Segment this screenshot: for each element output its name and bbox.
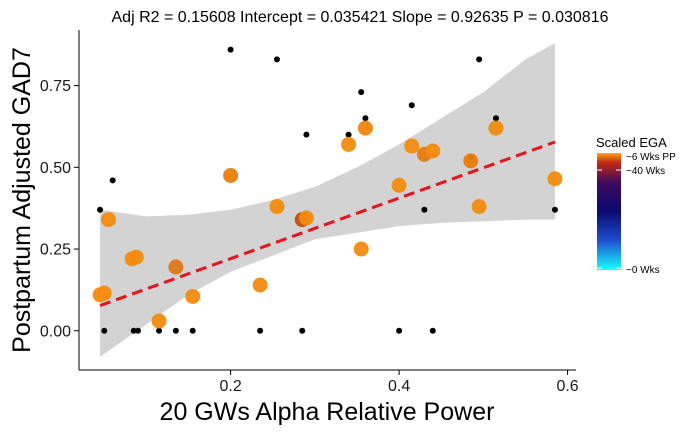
ega-point xyxy=(128,249,144,265)
ega-point xyxy=(463,153,479,169)
small-point xyxy=(257,327,264,334)
small-point xyxy=(109,177,116,184)
y-tick-label: 0.00 xyxy=(40,323,71,340)
small-point xyxy=(101,327,108,334)
ega-point xyxy=(100,212,116,228)
legend-label-0wks: ~0 Wks xyxy=(626,265,660,276)
legend-colorbar xyxy=(597,153,621,270)
x-tick-label: 0.4 xyxy=(388,378,410,395)
small-point xyxy=(408,102,415,109)
small-point xyxy=(227,46,234,53)
ega-point xyxy=(357,120,373,136)
small-point xyxy=(130,327,137,334)
small-point xyxy=(273,56,280,63)
small-point xyxy=(492,115,499,122)
ega-point xyxy=(223,167,239,183)
small-points-layer xyxy=(97,46,558,334)
ega-point xyxy=(425,143,441,159)
x-axis-ticks: 0.2 0.4 0.6 xyxy=(220,370,579,395)
regression-line xyxy=(99,140,556,307)
small-point xyxy=(172,327,179,334)
ega-point xyxy=(488,120,504,136)
x-tick-label: 0.6 xyxy=(556,378,578,395)
ega-point xyxy=(547,171,563,187)
x-tick-label: 0.2 xyxy=(220,378,242,395)
small-point xyxy=(299,327,306,334)
ega-point xyxy=(471,199,487,215)
small-point xyxy=(362,115,369,122)
ega-point xyxy=(341,136,357,152)
x-axis-title: 20 GWs Alpha Relative Power xyxy=(160,398,495,426)
small-point xyxy=(345,131,352,138)
chart-title: Adj R2 = 0.15608 Intercept = 0.035421 Sl… xyxy=(112,9,609,26)
small-point xyxy=(303,131,310,138)
y-tick-label: 0.75 xyxy=(40,78,71,95)
small-point xyxy=(97,206,104,213)
small-point xyxy=(156,327,163,334)
small-point xyxy=(189,327,196,334)
small-point xyxy=(429,327,436,334)
small-point xyxy=(421,206,428,213)
y-axis-title: Postpartum Adjusted GAD7 xyxy=(8,47,36,353)
ega-point xyxy=(269,199,285,215)
ega-point xyxy=(185,288,201,304)
ega-point xyxy=(391,177,407,193)
ega-point xyxy=(353,241,369,257)
small-point xyxy=(551,206,558,213)
legend-label-40wks: ~40 Wks xyxy=(626,166,665,177)
small-point xyxy=(476,56,483,63)
ega-point xyxy=(252,277,268,293)
y-axis-ticks: 0.00 0.25 0.50 0.75 xyxy=(40,78,79,340)
ega-point xyxy=(298,210,314,226)
ega-points-layer xyxy=(92,120,563,329)
confidence-band xyxy=(100,43,555,357)
small-point xyxy=(396,327,403,334)
legend: Scaled EGA ~6 Wks PP ~40 Wks ~0 Wks xyxy=(596,135,676,276)
y-tick-label: 0.50 xyxy=(40,160,71,177)
small-point xyxy=(358,89,365,96)
ega-point xyxy=(404,138,420,154)
legend-label-6wks-pp: ~6 Wks PP xyxy=(626,152,676,163)
ega-point xyxy=(168,259,184,275)
small-point xyxy=(134,327,141,334)
plot-area xyxy=(92,43,563,357)
legend-title: Scaled EGA xyxy=(596,135,667,150)
ega-point xyxy=(96,285,112,301)
ega-point xyxy=(151,313,167,329)
y-tick-label: 0.25 xyxy=(40,242,71,259)
